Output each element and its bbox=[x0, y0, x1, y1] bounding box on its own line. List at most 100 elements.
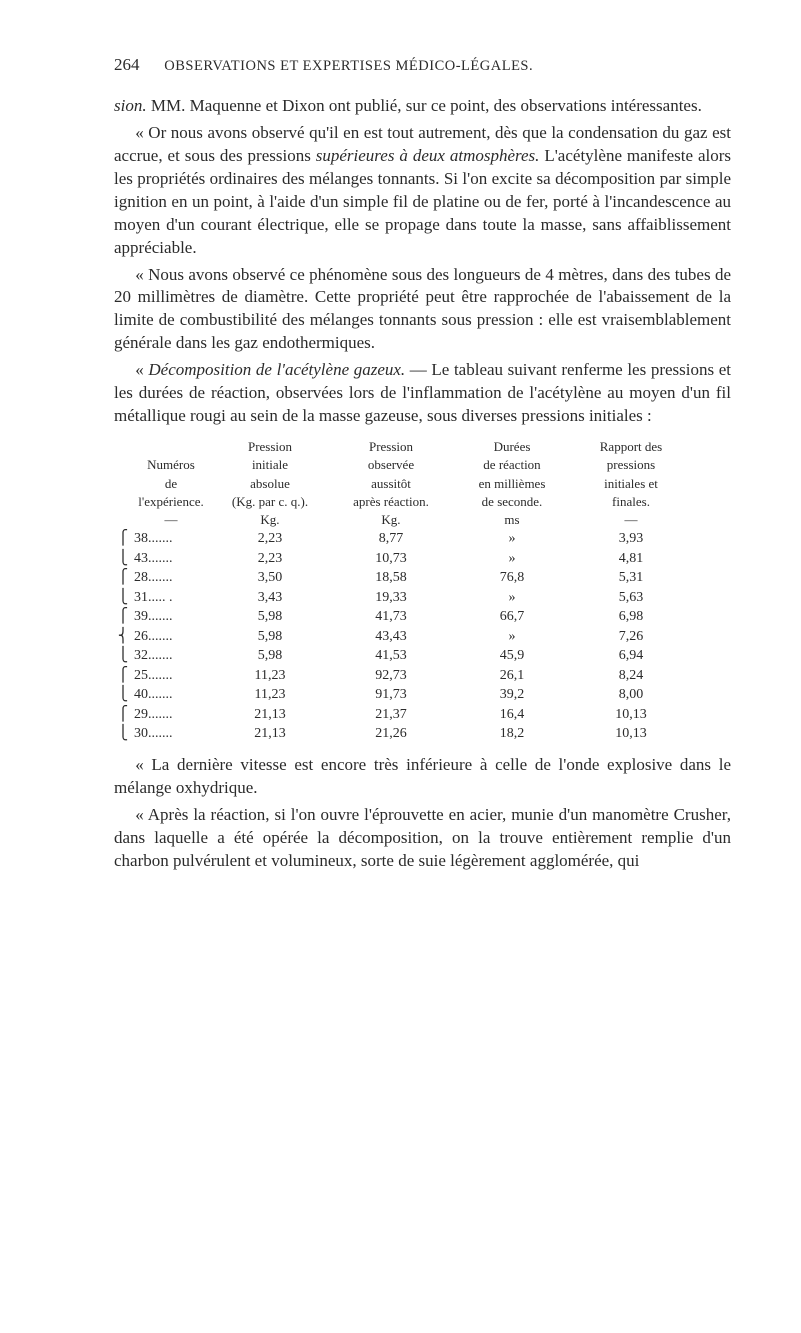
duree-reaction: » bbox=[452, 529, 572, 549]
table-header-cell: Numéros bbox=[132, 456, 210, 474]
table-row: ⎧25.......11,2392,7326,18,24 bbox=[114, 666, 731, 686]
pression-initiale: 21,13 bbox=[210, 705, 330, 725]
experiment-number: 29....... bbox=[132, 705, 210, 725]
duree-reaction: 39,2 bbox=[452, 685, 572, 705]
pression-observee: 43,43 bbox=[330, 627, 452, 647]
rapport-pressions: 10,13 bbox=[572, 724, 690, 744]
table-header-row: Pression Pression Durées Rapport des bbox=[114, 438, 731, 456]
table-row: ⎩40.......11,2391,7339,28,00 bbox=[114, 685, 731, 705]
experiment-number: 32....... bbox=[132, 646, 210, 666]
table-header-cell: aussitôt bbox=[330, 475, 452, 493]
rapport-pressions: 4,81 bbox=[572, 549, 690, 569]
table-header-row: de absolue aussitôt en millièmes initial… bbox=[114, 475, 731, 493]
duree-reaction: 16,4 bbox=[452, 705, 572, 725]
rapport-pressions: 8,00 bbox=[572, 685, 690, 705]
text: « bbox=[135, 360, 148, 379]
row-bracket: ⎨ bbox=[114, 627, 132, 647]
row-bracket: ⎩ bbox=[114, 646, 132, 666]
experiment-number: 31..... . bbox=[132, 588, 210, 608]
table-header-cell: Kg. bbox=[330, 511, 452, 529]
table-header-cell bbox=[114, 438, 132, 456]
experiment-number: 43....... bbox=[132, 549, 210, 569]
pression-initiale: 3,50 bbox=[210, 568, 330, 588]
pression-observee: 41,53 bbox=[330, 646, 452, 666]
text: « La dernière vitesse est encore très in… bbox=[114, 755, 731, 797]
pression-initiale: 21,13 bbox=[210, 724, 330, 744]
duree-reaction: 26,1 bbox=[452, 666, 572, 686]
pression-initiale: 5,98 bbox=[210, 627, 330, 647]
rapport-pressions: 3,93 bbox=[572, 529, 690, 549]
table-header-row: — Kg. Kg. ms — bbox=[114, 511, 731, 529]
text-italic: Décomposition de l'acétylène gazeux. bbox=[148, 360, 405, 379]
pression-initiale: 5,98 bbox=[210, 646, 330, 666]
table-header-cell: initiale bbox=[210, 456, 330, 474]
rapport-pressions: 5,31 bbox=[572, 568, 690, 588]
table-header-cell: ms bbox=[452, 511, 572, 529]
table-header-row: l'expérience. (Kg. par c. q.). après réa… bbox=[114, 493, 731, 511]
table-header-cell: observée bbox=[330, 456, 452, 474]
table-header-row: Numéros initiale observée de réaction pr… bbox=[114, 456, 731, 474]
experiment-number: 25....... bbox=[132, 666, 210, 686]
table-header-cell: de réaction bbox=[452, 456, 572, 474]
pression-initiale: 11,23 bbox=[210, 666, 330, 686]
table-header-cell: Pression bbox=[330, 438, 452, 456]
table-header-cell: Pression bbox=[210, 438, 330, 456]
table-header-cell: finales. bbox=[572, 493, 690, 511]
table-header-cell: pressions bbox=[572, 456, 690, 474]
table-header-cell: initiales et bbox=[572, 475, 690, 493]
duree-reaction: » bbox=[452, 549, 572, 569]
pression-initiale: 2,23 bbox=[210, 549, 330, 569]
experiment-number: 26....... bbox=[132, 627, 210, 647]
pression-observee: 10,73 bbox=[330, 549, 452, 569]
table-row: ⎩30.......21,1321,2618,210,13 bbox=[114, 724, 731, 744]
table-row: ⎩31..... .3,4319,33»5,63 bbox=[114, 588, 731, 608]
text: sion. bbox=[114, 96, 147, 115]
duree-reaction: » bbox=[452, 588, 572, 608]
table-row: ⎧29.......21,1321,3716,410,13 bbox=[114, 705, 731, 725]
paragraph-continuation: sion. MM. Maquenne et Dixon ont publié, … bbox=[114, 95, 731, 118]
table-row: ⎧39.......5,9841,7366,76,98 bbox=[114, 607, 731, 627]
rapport-pressions: 5,63 bbox=[572, 588, 690, 608]
pression-observee: 91,73 bbox=[330, 685, 452, 705]
pression-initiale: 11,23 bbox=[210, 685, 330, 705]
paragraph: « Décomposition de l'acétylène gazeux. —… bbox=[114, 359, 731, 428]
paragraph: « Or nous avons observé qu'il en est tou… bbox=[114, 122, 731, 260]
table-header-cell: l'expérience. bbox=[132, 493, 210, 511]
pression-observee: 92,73 bbox=[330, 666, 452, 686]
row-bracket: ⎧ bbox=[114, 568, 132, 588]
table-header-cell: — bbox=[132, 511, 210, 529]
row-bracket: ⎧ bbox=[114, 705, 132, 725]
data-table: Pression Pression Durées Rapport des Num… bbox=[114, 438, 731, 744]
experiment-number: 38....... bbox=[132, 529, 210, 549]
table-row: ⎩32.......5,9841,5345,96,94 bbox=[114, 646, 731, 666]
row-bracket: ⎧ bbox=[114, 666, 132, 686]
page-number: 264 bbox=[114, 54, 160, 77]
row-bracket: ⎩ bbox=[114, 549, 132, 569]
rapport-pressions: 10,13 bbox=[572, 705, 690, 725]
text: « Nous avons observé ce phénomène sous d… bbox=[114, 265, 731, 353]
pression-initiale: 3,43 bbox=[210, 588, 330, 608]
table-header-cell: (Kg. par c. q.). bbox=[210, 493, 330, 511]
page-header: 264 OBSERVATIONS ET EXPERTISES MÉDICO-LÉ… bbox=[114, 54, 731, 77]
duree-reaction: 45,9 bbox=[452, 646, 572, 666]
experiment-number: 39....... bbox=[132, 607, 210, 627]
text: « Après la réaction, si l'on ouvre l'épr… bbox=[114, 805, 731, 870]
text-italic: supérieures à deux atmosphères. bbox=[316, 146, 540, 165]
duree-reaction: » bbox=[452, 627, 572, 647]
pression-observee: 21,37 bbox=[330, 705, 452, 725]
running-head: OBSERVATIONS ET EXPERTISES MÉDICO-LÉGALE… bbox=[164, 58, 533, 74]
pression-initiale: 2,23 bbox=[210, 529, 330, 549]
duree-reaction: 18,2 bbox=[452, 724, 572, 744]
table-header-cell: absolue bbox=[210, 475, 330, 493]
row-bracket: ⎧ bbox=[114, 529, 132, 549]
table-header-cell bbox=[132, 438, 210, 456]
pression-initiale: 5,98 bbox=[210, 607, 330, 627]
table-row: ⎨26.......5,9843,43»7,26 bbox=[114, 627, 731, 647]
paragraph: « La dernière vitesse est encore très in… bbox=[114, 754, 731, 800]
table-row: ⎧28.......3,5018,5876,85,31 bbox=[114, 568, 731, 588]
row-bracket: ⎩ bbox=[114, 724, 132, 744]
paragraph: « Nous avons observé ce phénomène sous d… bbox=[114, 264, 731, 356]
row-bracket: ⎧ bbox=[114, 607, 132, 627]
paragraph: « Après la réaction, si l'on ouvre l'épr… bbox=[114, 804, 731, 873]
experiment-number: 40....... bbox=[132, 685, 210, 705]
